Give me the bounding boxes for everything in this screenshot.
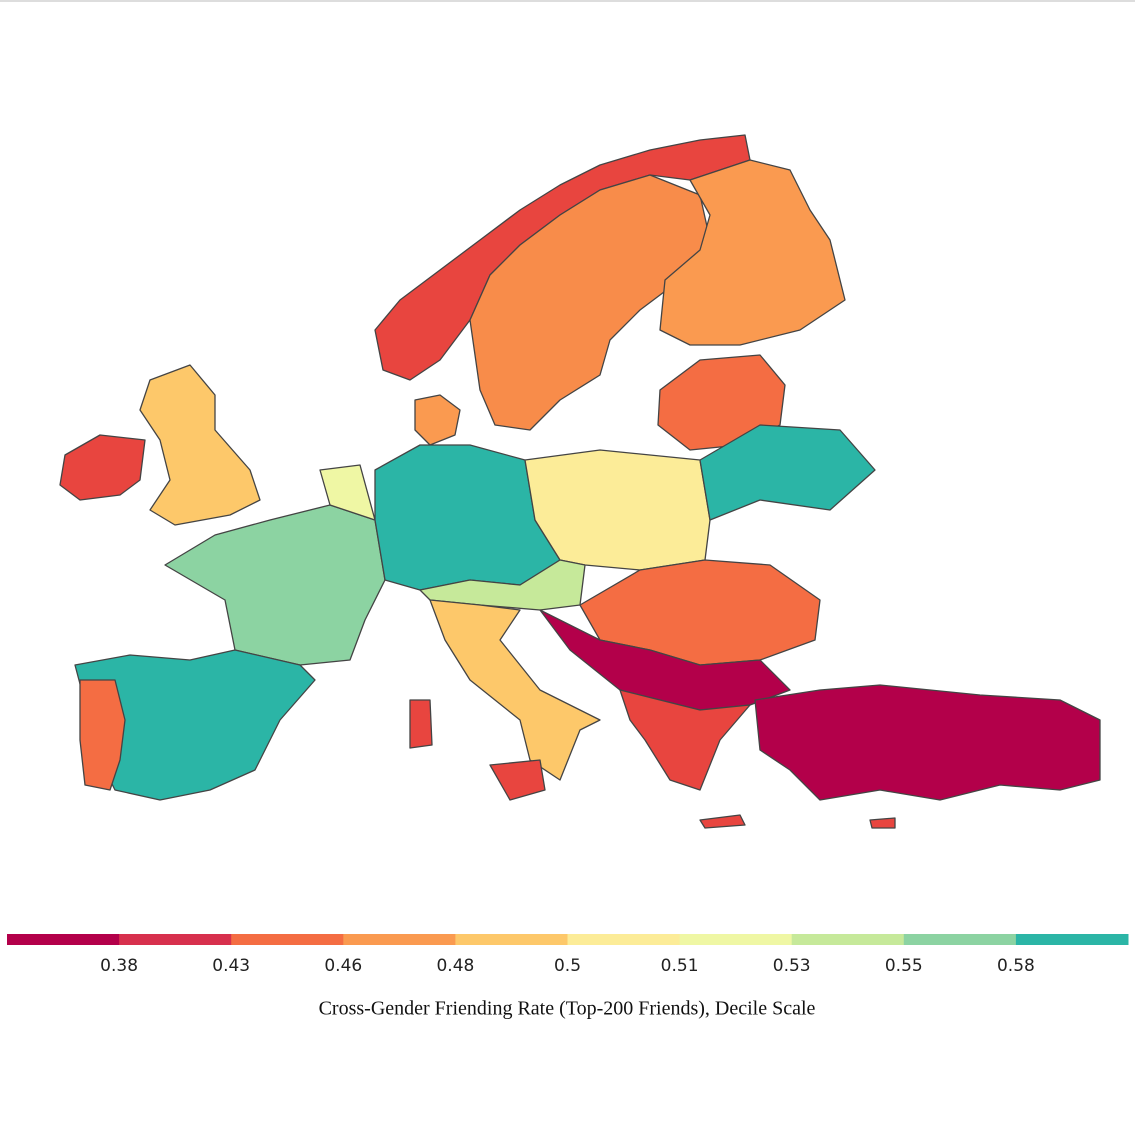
colorbar-segment: [455, 934, 568, 945]
colorbar-tick-label: 0.46: [324, 956, 362, 976]
ireland: [59, 434, 146, 501]
belarus: [699, 424, 876, 521]
colorbar-tick-label: 0.43: [212, 956, 250, 976]
spain: [74, 649, 316, 801]
great-britain: [139, 364, 261, 526]
colorbar-segment: [567, 934, 681, 945]
colorbar-segment: [343, 934, 456, 945]
colorbar-segment: [903, 934, 1017, 945]
sardinia: [409, 699, 433, 749]
colorbar-tick-label: 0.55: [885, 956, 923, 976]
colorbar-segment: [679, 934, 793, 945]
colorbar-tick-label: 0.58: [997, 956, 1035, 976]
colorbar-segment: [1015, 934, 1129, 945]
sicily: [489, 759, 546, 801]
colorbar-tick-label: 0.51: [661, 956, 699, 976]
finland: [659, 159, 846, 346]
cyprus: [869, 817, 896, 829]
portugal: [79, 679, 126, 791]
italy: [429, 599, 601, 781]
colorbar-segment: [119, 934, 232, 945]
greece: [619, 689, 751, 791]
crete: [699, 814, 746, 829]
alps: [419, 559, 586, 611]
colorbar-segment: [231, 934, 344, 945]
colorbar-segment: [7, 934, 120, 945]
france: [164, 504, 386, 666]
colorbar-segment: [791, 934, 905, 945]
baltics: [657, 354, 786, 451]
colorbar-tick-label: 0.5: [554, 956, 581, 976]
turkey: [754, 684, 1101, 801]
colorbar-title: Cross-Gender Friending Rate (Top-200 Fri…: [319, 998, 816, 1020]
colorbar-tick-label: 0.48: [436, 956, 474, 976]
denmark: [414, 394, 461, 446]
colorbar: 0.38 0.43 0.46 0.48 0.5 0.51 0.53 0.55 0.58: [7, 934, 1129, 976]
europe-map: [59, 134, 1101, 829]
colorbar-tick-label: 0.53: [773, 956, 811, 976]
colorbar-tick-label: 0.38: [100, 956, 138, 976]
